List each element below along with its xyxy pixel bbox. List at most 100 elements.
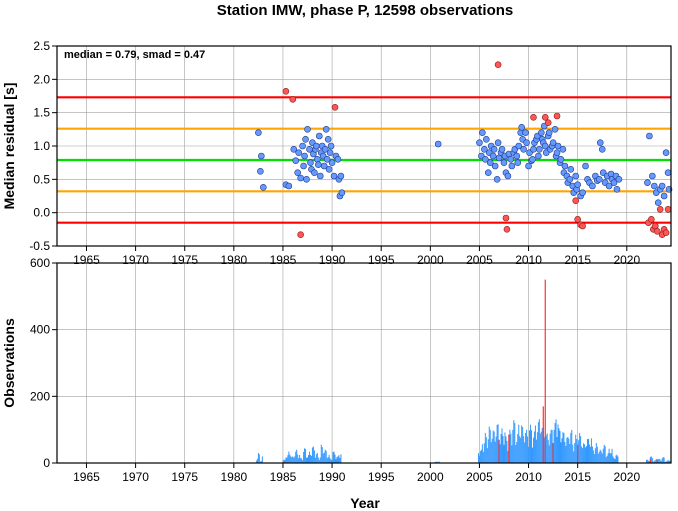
residual-point (481, 146, 488, 153)
residual-point (434, 140, 442, 148)
residual-point (598, 146, 606, 153)
residual-point (330, 172, 338, 180)
observations-x-tick-label: 2010 (515, 470, 542, 484)
observations-x-tick-label: 1995 (368, 470, 395, 484)
outlier-point (553, 112, 561, 120)
observations-plot-frame (56, 262, 672, 464)
x-axis-label: Year (350, 495, 380, 511)
residual-point (338, 189, 346, 196)
residual-point (294, 169, 301, 176)
outlier-point (648, 216, 655, 223)
residual-point (644, 179, 651, 186)
residual-point (572, 172, 580, 180)
residual-point (605, 182, 613, 190)
observations-y-tick-label: 600 (30, 256, 50, 270)
outlier-point (530, 114, 537, 121)
residual-point (285, 182, 293, 190)
residual-point (255, 129, 262, 136)
residual-point (508, 162, 516, 170)
residual-point (493, 176, 501, 183)
outlier-point (579, 222, 586, 230)
residual-point (300, 162, 307, 170)
residual-y-tick-label: 2.0 (33, 72, 50, 86)
observations-panel: 0 200 400 600 1965 1970 1975 1980 1985 1990 1995 2… (1, 256, 672, 511)
residual-point (325, 166, 333, 173)
residual-y-tick-label: 0.0 (33, 206, 50, 220)
observations-y-tick-label: 200 (30, 389, 50, 403)
residual-point (650, 182, 658, 190)
residual-point (320, 162, 328, 170)
residual-point (538, 129, 545, 136)
residual-point (486, 159, 494, 166)
residual-point (482, 156, 489, 163)
observations-x-tick-label: 2015 (564, 470, 591, 484)
observations-x-tick-label: 1990 (319, 470, 346, 484)
residual-point (566, 176, 574, 183)
observations-y-tick-label: 400 (30, 323, 50, 337)
outlier-point (502, 214, 510, 222)
observations-x-tick-label: 2020 (613, 470, 640, 484)
residual-y-tick-label: -0.5 (29, 239, 50, 253)
residual-point (315, 161, 322, 168)
residual-point (313, 142, 320, 150)
chart-title: Station IMW, phase P, 12598 observations (217, 2, 514, 19)
residual-point (557, 156, 565, 163)
observations-x-tick-label: 1965 (73, 470, 100, 484)
observations-x-tick-label: 1980 (220, 470, 247, 484)
observations-y-tick-label: 0 (43, 456, 50, 470)
residual-point (304, 126, 311, 133)
residual-point (664, 169, 672, 176)
residual-point (321, 146, 329, 153)
residual-point (530, 146, 537, 153)
residual-point (494, 139, 502, 146)
residual-point (257, 168, 264, 175)
residual-point (610, 179, 618, 186)
residual-point (567, 166, 575, 173)
residual-y-tick-label: 0.5 (33, 172, 50, 186)
stats-annotation: median = 0.79, smad = 0.47 (64, 49, 205, 61)
residual-point (589, 182, 596, 190)
residual-y-tick-label: 2.5 (33, 39, 50, 53)
residual-point (483, 136, 490, 143)
observation-bars (255, 279, 671, 463)
residual-point (324, 136, 332, 143)
residual-point (498, 146, 506, 153)
residual-point (491, 162, 499, 170)
residual-point (559, 146, 567, 153)
residual-point (311, 169, 318, 176)
residual-point (513, 152, 521, 160)
residual-point (500, 159, 508, 166)
residual-point (613, 186, 621, 193)
observations-x-tick-label: 1970 (122, 470, 149, 484)
residual-point (649, 172, 656, 180)
observations-x-tick-label: 1985 (270, 470, 297, 484)
outlier-point (289, 96, 297, 103)
residual-point (579, 189, 586, 196)
observations-x-tick-label: 1975 (171, 470, 198, 484)
residual-point (476, 139, 483, 146)
observations-x-tick-label: 2005 (466, 470, 493, 484)
residual-point (323, 156, 331, 163)
residual-grid (57, 45, 671, 247)
outlier-point (297, 231, 304, 238)
residual-point (518, 124, 525, 131)
observations-grid (57, 262, 671, 464)
residual-point (520, 146, 527, 153)
outlier-point (656, 206, 664, 213)
residual-point (260, 184, 267, 191)
residual-point (615, 176, 623, 183)
residual-x-ticks: 1965 1970 1975 1980 1985 1990 1995 2000 2005 2010… (73, 246, 640, 267)
residual-point (299, 142, 306, 150)
residual-panel: -0.5 0.0 0.5 1.0 1.5 2.0 2.5 1965 1970 1975 1980 1… (1, 39, 673, 267)
residual-point (326, 149, 334, 156)
residual-point (314, 156, 321, 163)
residual-point (523, 139, 530, 146)
residual-point (536, 146, 543, 153)
residual-point (322, 126, 330, 133)
outlier-point (544, 119, 552, 126)
residual-point (646, 132, 653, 140)
residual-point (654, 199, 662, 206)
residual-point (301, 152, 308, 160)
residual-y-axis-label: Median residual [s] (1, 83, 17, 210)
